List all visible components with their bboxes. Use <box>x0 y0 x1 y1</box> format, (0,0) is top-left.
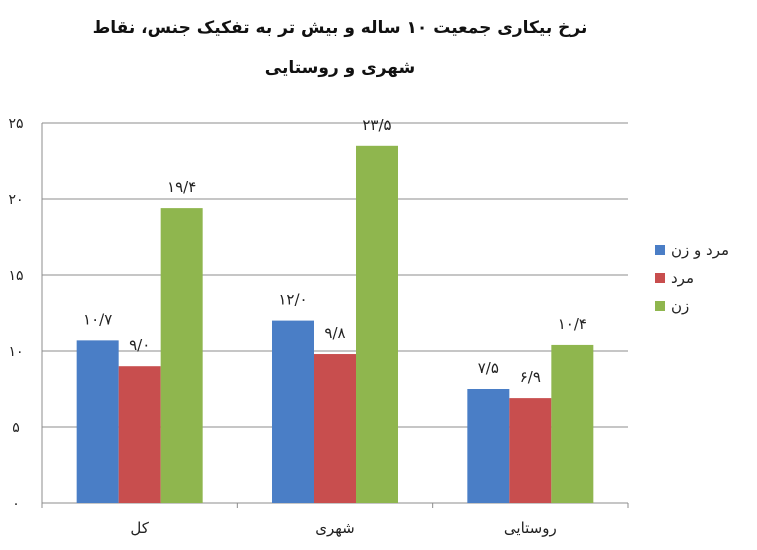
y-tick-label: ۲۵ <box>8 116 23 132</box>
data-label: ۲۳/۵ <box>362 116 391 134</box>
data-label: ۹/۰ <box>129 336 150 354</box>
data-label: ۱۲/۰ <box>278 291 307 309</box>
category-label: روستایی <box>504 519 557 537</box>
legend-swatch <box>655 273 665 283</box>
legend-item: مرد و زن <box>655 236 750 264</box>
data-label: ۱۰/۴ <box>558 315 587 333</box>
legend-swatch <box>655 245 665 255</box>
bar <box>551 344 594 503</box>
data-label: ۷/۵ <box>478 359 499 377</box>
data-label: ۹/۸ <box>324 324 345 342</box>
category-label: کل <box>130 519 149 537</box>
y-tick-label: ۱۵ <box>8 268 23 284</box>
legend-label: مرد <box>671 269 694 287</box>
chart-legend: مرد و زن مرد زن <box>655 236 750 320</box>
data-label: ۶/۹ <box>520 368 541 386</box>
bar <box>76 340 119 503</box>
y-tick-label: ۱۰ <box>8 344 23 360</box>
y-tick-label: ۵ <box>12 420 20 436</box>
legend-label: مرد و زن <box>671 241 730 259</box>
category-label: شهری <box>315 519 355 537</box>
legend-swatch <box>655 301 665 311</box>
bar <box>314 354 356 503</box>
chart-title-line2: شهری و روستایی <box>264 58 416 78</box>
data-label: ۱۹/۴ <box>167 178 196 196</box>
chart-title-line1: نرخ بیکاری جمعیت ۱۰ ساله و بیش تر به تفک… <box>92 18 588 38</box>
bar <box>272 320 314 503</box>
legend-item: زن <box>655 292 750 320</box>
bar <box>160 208 203 503</box>
data-label: ۱۰/۷ <box>83 310 112 328</box>
legend-label: زن <box>671 297 690 315</box>
y-tick-label: ۰ <box>12 496 20 512</box>
bar <box>118 366 161 503</box>
legend-item: مرد <box>655 264 750 292</box>
bar <box>467 389 510 503</box>
bar <box>356 145 398 504</box>
bar <box>509 398 552 503</box>
y-tick-label: ۲۰ <box>8 192 23 208</box>
